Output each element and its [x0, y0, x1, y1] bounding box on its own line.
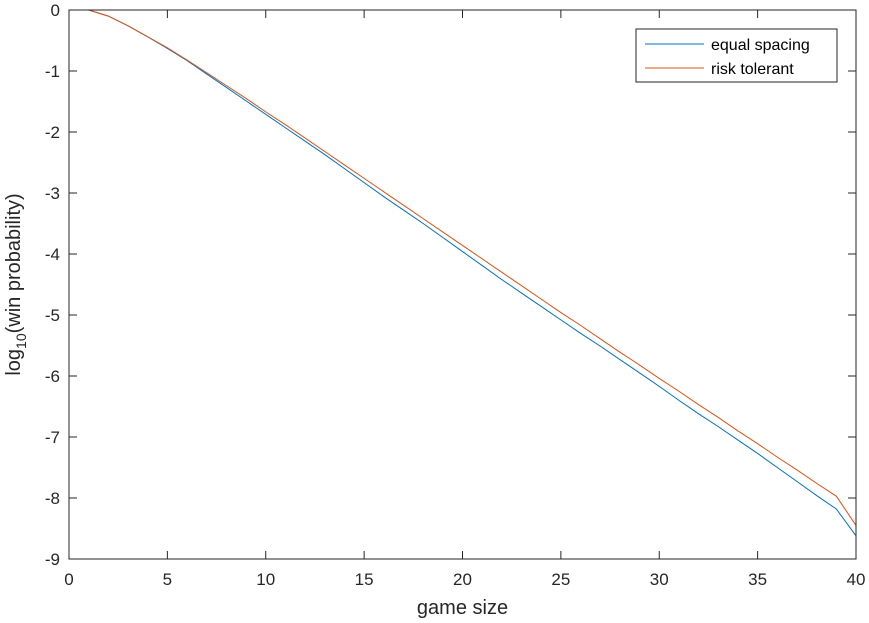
y-tick-label: -2 [45, 123, 60, 142]
y-tick-label: -9 [45, 550, 60, 569]
y-tick-label: -6 [45, 367, 60, 386]
x-tick-label: 15 [355, 570, 374, 589]
y-tick-label: -3 [45, 184, 60, 203]
legend: equal spacing risk tolerant [635, 28, 838, 83]
legend-box [635, 28, 838, 83]
y-axis-label-subscript: 10 [13, 333, 29, 349]
y-tick-label: -7 [45, 428, 60, 447]
y-tick-label: -4 [45, 245, 60, 264]
x-tick-label: 5 [163, 570, 172, 589]
x-tick-label: 10 [256, 570, 275, 589]
x-tick-label: 25 [551, 570, 570, 589]
y-tick-label: -1 [45, 62, 60, 81]
x-tick-label: 40 [847, 570, 866, 589]
axes-box [68, 9, 857, 560]
axis-ticks [68, 9, 857, 560]
x-tick-label: 35 [748, 570, 767, 589]
x-tick-label: 30 [650, 570, 669, 589]
y-tick-label: 0 [51, 1, 60, 20]
series-line-risk-tolerant [88, 9, 857, 526]
axis-tick-labels: 0 5 10 15 20 25 30 35 40 0 -1 -2 -3 -4 -5 -6 -7 -8 -9 [45, 1, 866, 589]
y-tick-label: -8 [45, 489, 60, 508]
x-tick-label: 20 [453, 570, 472, 589]
legend-label-risk-tolerant: risk tolerant [711, 61, 794, 78]
x-tick-label: 0 [64, 570, 73, 589]
y-axis-label-prefix: log [3, 349, 25, 376]
legend-label-equal-spacing: equal spacing [711, 37, 810, 54]
y-axis-label: log10(win probability) [3, 193, 29, 375]
x-axis-label: game size [417, 597, 508, 619]
series-line-equal-spacing [88, 9, 857, 537]
plot-lines [88, 9, 857, 537]
y-tick-label: -5 [45, 306, 60, 325]
y-axis-label-suffix: (win probability) [3, 193, 25, 333]
